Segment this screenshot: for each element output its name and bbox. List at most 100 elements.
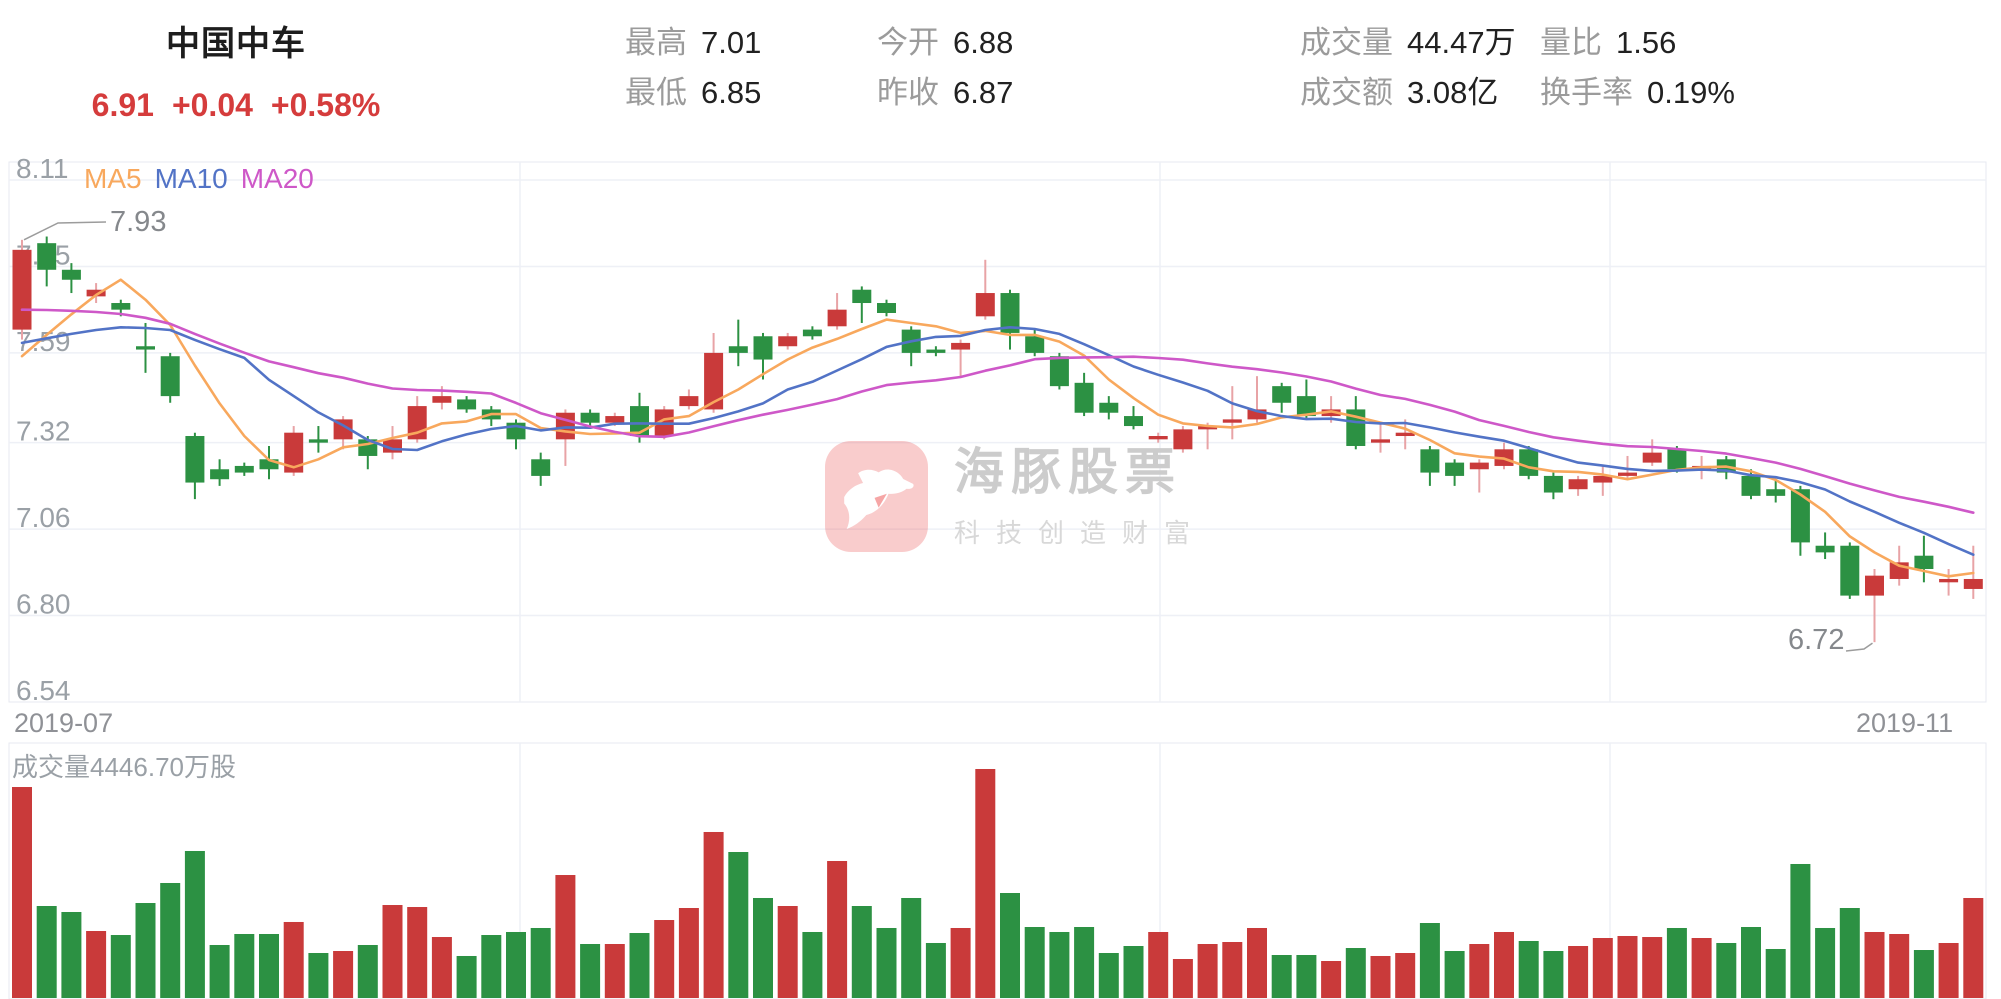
candle-body: [1321, 409, 1341, 417]
volume-bar: [1815, 927, 1836, 998]
y-tick-label: 7.32: [16, 416, 71, 447]
candle-body: [877, 303, 896, 313]
candle-body: [1198, 426, 1218, 430]
volume-bar: [1197, 944, 1218, 998]
candle-body: [86, 289, 106, 297]
candle-body: [234, 465, 254, 473]
volume-bar: [777, 905, 798, 998]
legend-ma20: MA20: [240, 163, 314, 194]
volume-bar: [580, 944, 601, 998]
stats-col-volume-turnover: 成交量 44.47万 成交额 3.08亿: [1300, 0, 1516, 118]
candle-body: [136, 346, 155, 350]
candle-body: [1642, 452, 1662, 463]
candle-body: [926, 349, 946, 353]
prev-close-value: 6.87: [953, 75, 1014, 110]
y-tick-label: 6.54: [16, 675, 71, 706]
candle-body: [1222, 419, 1242, 423]
candle-body: [1914, 555, 1934, 570]
high-label: 最高: [625, 25, 687, 60]
volume-value: 44.47万: [1407, 25, 1516, 60]
price-change: +0.04: [171, 87, 253, 123]
candle-body: [1173, 429, 1193, 450]
volume-bar: [1592, 938, 1613, 998]
volume-bar: [61, 912, 82, 998]
candle-body: [555, 412, 575, 440]
candle-body: [1519, 449, 1539, 476]
gridlines: [9, 162, 1986, 999]
candle-body: [160, 356, 180, 397]
volume-bar: [1864, 931, 1885, 998]
candle-body: [1099, 402, 1119, 413]
candle-body: [1741, 475, 1761, 496]
volume-bar: [357, 944, 378, 998]
candle-body: [778, 336, 798, 347]
candle-body: [1049, 356, 1069, 387]
candle-body: [37, 243, 57, 270]
candle-body: [1074, 382, 1094, 413]
volume-bar: [1074, 927, 1095, 998]
volume-bar: [678, 908, 699, 998]
volume-bar: [1419, 923, 1440, 998]
volume-bar: [1889, 933, 1910, 998]
candle-body: [432, 396, 452, 403]
volume-bar: [975, 768, 996, 998]
candle-body: [457, 399, 477, 410]
volume-bar: [1172, 959, 1193, 998]
candle-body: [951, 342, 971, 350]
y-tick-label: 7.06: [16, 502, 71, 533]
candle-body: [1000, 293, 1020, 333]
volume-bar: [1666, 927, 1687, 998]
candle-body: [704, 352, 724, 410]
candle-body: [1939, 578, 1959, 583]
volume-bar: [12, 787, 32, 998]
volume-bar: [1938, 942, 1959, 998]
volume-bar: [1716, 942, 1737, 998]
candle-body: [1148, 436, 1168, 440]
candle-body: [1247, 409, 1267, 420]
volume-bar: [333, 950, 354, 998]
volume-bar: [135, 903, 156, 998]
price-change-percent: +0.58%: [270, 87, 381, 123]
open-label: 今开: [877, 25, 939, 60]
volume-bar: [308, 953, 329, 998]
volume-bars: [12, 768, 1984, 998]
candle-body: [1420, 449, 1440, 473]
volume-bar: [1098, 953, 1119, 998]
volume-bar: [1321, 961, 1342, 998]
candle-body: [1963, 578, 1983, 589]
volume-bar: [1296, 955, 1317, 998]
candle-body: [1865, 575, 1884, 596]
volume-bar: [184, 850, 205, 998]
candle-body: [827, 309, 847, 327]
volume-ratio-label: 量比: [1540, 25, 1602, 60]
volume-bar: [431, 937, 452, 998]
volume-bar: [703, 831, 724, 998]
candle-body: [210, 469, 230, 480]
candle-body: [1296, 396, 1316, 417]
volume-bar: [481, 935, 502, 998]
high-value: 7.01: [701, 25, 762, 60]
volume-bar: [1617, 935, 1638, 998]
low-value: 6.85: [701, 75, 762, 110]
volume-bar: [1345, 948, 1366, 998]
volume-bar: [234, 933, 255, 998]
stock-header: 中国中车 6.91 +0.04 +0.58% 最高 7.01 最低 6.85 今开 6…: [0, 0, 2001, 130]
volume-bar: [259, 933, 279, 998]
volume-pane-label: 成交量4446.70万股: [12, 752, 236, 782]
volume-bar: [1271, 955, 1292, 998]
volume-bar: [530, 927, 551, 998]
volume-bar: [1469, 944, 1490, 998]
volume-bar: [407, 907, 428, 998]
volume-bar: [604, 944, 625, 998]
turnover-amount-label: 成交额: [1300, 75, 1393, 110]
volume-bar: [1741, 927, 1761, 998]
volume-bar: [86, 931, 107, 998]
x-axis-end-label: 2019-11: [1856, 708, 1954, 738]
candle-body: [1025, 336, 1045, 353]
volume-label: 成交量: [1300, 25, 1393, 60]
volume-bar: [456, 955, 477, 998]
volume-bar: [382, 905, 403, 998]
volume-bar: [209, 944, 230, 998]
candle-body: [1667, 449, 1687, 470]
